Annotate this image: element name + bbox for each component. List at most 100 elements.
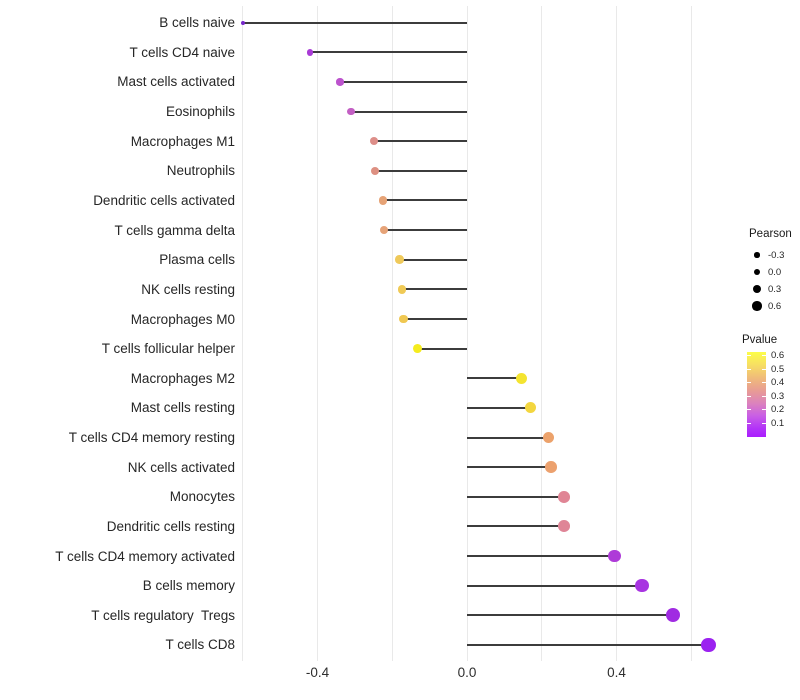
pvalue-legend-label: 0.4 <box>771 377 785 388</box>
pvalue-legend-label: 0.2 <box>771 404 785 415</box>
lollipop-stem <box>467 643 709 646</box>
pvalue-colorbar-tickmark <box>762 409 766 410</box>
pearson-legend-label: 0.3 <box>768 284 782 295</box>
x-tick-label: 0.0 <box>457 665 477 680</box>
data-point <box>701 637 717 653</box>
pearson-legend-label: -0.3 <box>768 250 785 261</box>
lollipop-stem <box>417 347 467 350</box>
lollipop-stem <box>467 406 531 409</box>
category-label: T cells CD4 memory resting <box>68 430 235 446</box>
lollipop-stem <box>373 140 467 143</box>
category-label: T cells CD4 memory activated <box>55 548 235 564</box>
category-label: T cells gamma delta <box>114 222 235 238</box>
data-point <box>240 20 245 25</box>
x-gridline <box>616 6 617 661</box>
data-point <box>397 285 407 294</box>
lollipop-stem <box>382 199 467 202</box>
pearson-legend-label: 0.6 <box>768 301 782 312</box>
pvalue-colorbar-tickmark <box>762 368 766 370</box>
category-label: T cells CD8 <box>165 637 235 653</box>
pvalue-legend-label: 0.6 <box>771 350 785 361</box>
pearson-legend-dot <box>752 284 761 293</box>
data-point <box>516 372 528 384</box>
lollipop-stem <box>242 21 467 24</box>
pvalue-legend-title: Pvalue <box>742 334 778 346</box>
pvalue-legend-label: 0.1 <box>771 417 785 429</box>
pvalue-colorbar-tickmark <box>747 355 751 356</box>
lollipop-stem <box>467 614 673 617</box>
category-label: NK cells activated <box>127 459 235 475</box>
category-label: Neutrophils <box>166 163 235 179</box>
lollipop-stem <box>384 229 467 232</box>
category-label: Mast cells activated <box>117 74 235 90</box>
category-label: B cells naive <box>159 15 235 31</box>
data-point <box>347 107 355 116</box>
category-label: Plasma cells <box>159 252 235 268</box>
lollipop-stem <box>403 318 467 320</box>
data-point <box>395 255 404 264</box>
data-point <box>558 490 571 503</box>
pearson-legend-dot <box>753 268 761 276</box>
category-label: Monocytes <box>169 489 235 505</box>
lollipop-stem <box>467 466 552 469</box>
lollipop-stem <box>467 495 565 498</box>
lollipop-stem <box>339 80 467 83</box>
data-point <box>379 226 389 235</box>
data-point <box>336 78 344 86</box>
x-gridline <box>317 6 318 661</box>
pvalue-colorbar-tickmark <box>747 368 751 370</box>
lollipop-stem <box>467 584 642 587</box>
data-point <box>524 402 536 414</box>
pearson-legend-title: Pearson <box>749 228 792 240</box>
pvalue-colorbar-tickmark <box>747 395 751 397</box>
category-label: Dendritic cells activated <box>93 192 235 208</box>
x-tick-label: 0.4 <box>607 665 626 680</box>
lollipop-stem <box>467 436 549 439</box>
data-point <box>306 48 314 56</box>
pvalue-colorbar <box>747 352 766 437</box>
pvalue-colorbar-tickmark <box>762 422 766 424</box>
pvalue-legend-label: 0.5 <box>771 363 785 375</box>
category-label: Macrophages M1 <box>130 133 235 149</box>
data-point <box>665 608 680 623</box>
data-point <box>542 431 555 444</box>
lollipop-stem <box>401 288 467 291</box>
lollipop-stem <box>310 51 467 54</box>
pearson-legend-dot <box>754 252 760 258</box>
lollipop-stem <box>399 258 467 261</box>
category-label: B cells memory <box>142 578 235 594</box>
pearson-legend-dot <box>752 301 762 311</box>
lollipop-stem <box>467 555 615 558</box>
pvalue-colorbar-tickmark <box>762 355 766 356</box>
data-point <box>369 137 378 146</box>
data-point <box>413 344 423 354</box>
x-gridline <box>242 6 244 661</box>
data-point <box>607 549 621 563</box>
data-point <box>399 314 408 324</box>
category-label: T cells regulatory Tregs <box>91 607 235 623</box>
category-label: Dendritic cells resting <box>106 518 235 534</box>
category-label: Eosinophils <box>165 104 235 120</box>
data-point <box>635 578 649 593</box>
pvalue-colorbar-tickmark <box>762 395 766 397</box>
pvalue-colorbar-tickmark <box>762 382 766 383</box>
data-point <box>371 166 380 175</box>
category-label: T cells follicular helper <box>101 341 235 357</box>
lollipop-stem <box>351 110 467 113</box>
category-label: Macrophages M0 <box>130 311 235 327</box>
pearson-legend-label: 0.0 <box>768 267 782 278</box>
category-label: Macrophages M2 <box>130 370 235 386</box>
data-point <box>558 520 571 533</box>
lollipop-stem <box>375 169 467 172</box>
pvalue-legend-label: 0.3 <box>771 390 785 402</box>
x-gridline <box>690 6 692 661</box>
lollipop-stem <box>467 377 522 380</box>
x-tick-label: -0.4 <box>305 665 330 680</box>
data-point <box>378 196 387 205</box>
x-gridline <box>391 6 393 661</box>
pvalue-colorbar-tickmark <box>747 382 751 383</box>
data-point <box>545 461 557 473</box>
pvalue-colorbar-tickmark <box>747 409 751 410</box>
category-label: T cells CD4 naive <box>129 44 235 60</box>
